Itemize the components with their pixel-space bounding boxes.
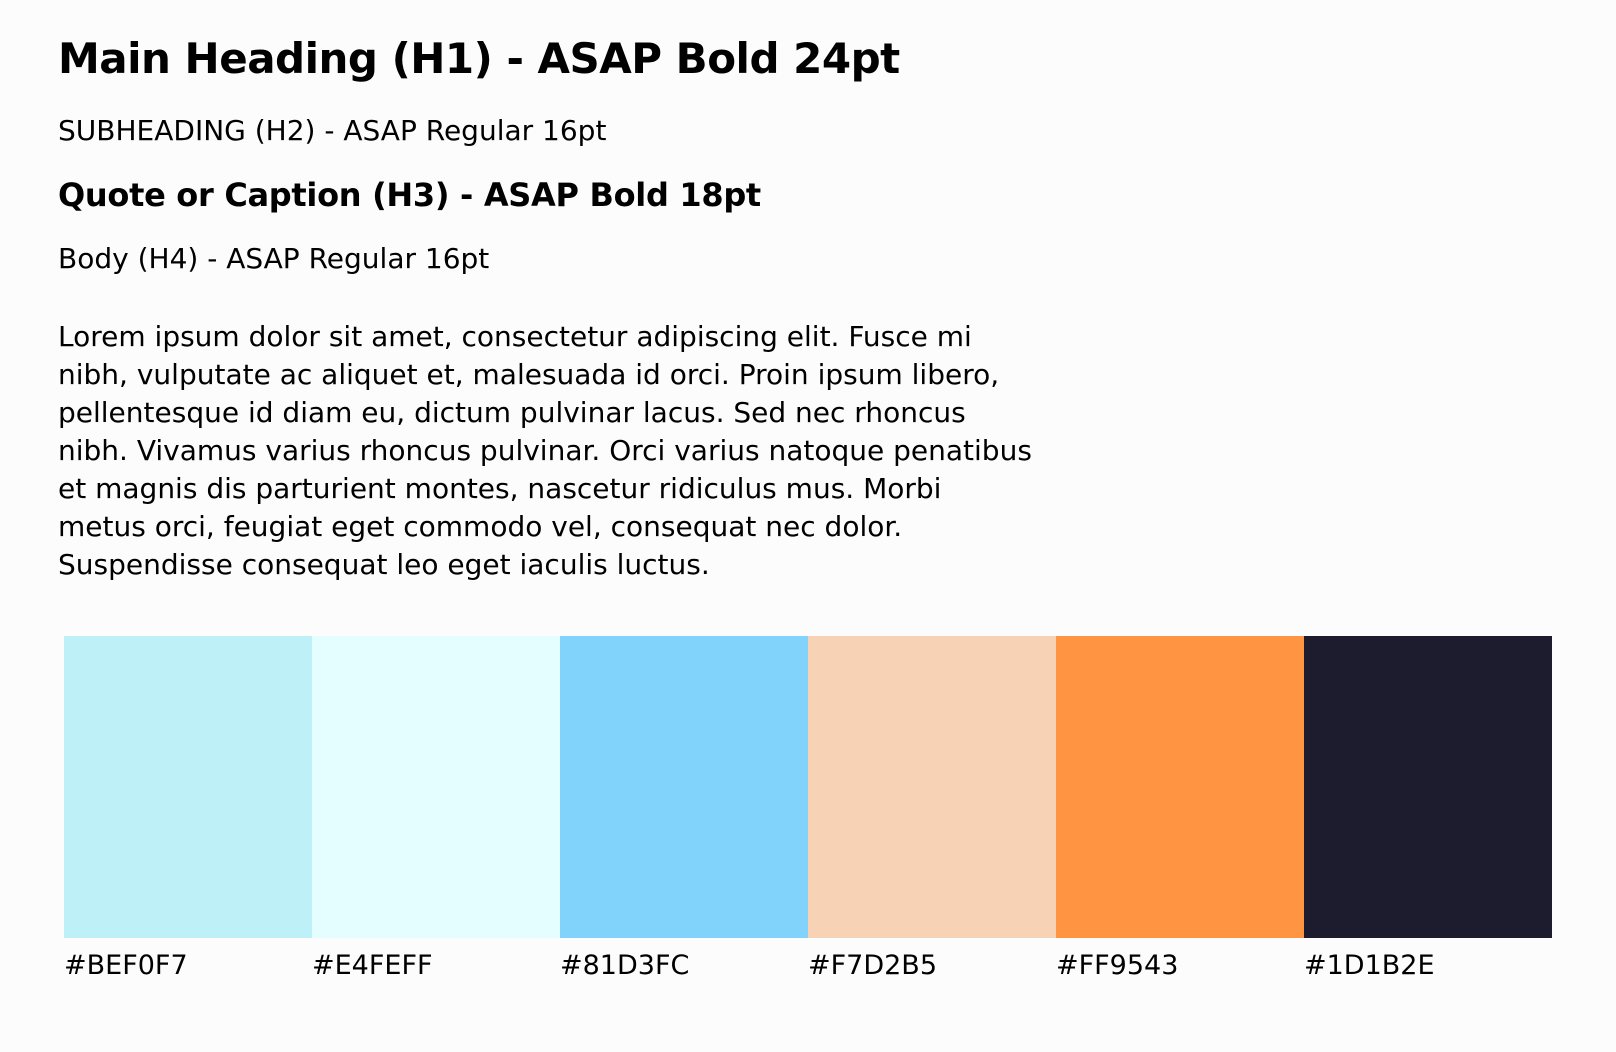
- color-label-3: #81D3FC: [560, 950, 690, 981]
- body-paragraph: Lorem ipsum dolor sit amet, consectetur …: [58, 320, 1032, 581]
- main-heading: Main Heading (H1) - ASAP Bold 24pt: [58, 34, 900, 83]
- color-swatch-6: [1304, 636, 1552, 938]
- color-palette: [64, 636, 1552, 938]
- color-swatch-5: [1056, 636, 1304, 938]
- color-swatch-2: [312, 636, 560, 938]
- color-label-6: #1D1B2E: [1304, 950, 1435, 981]
- color-swatch-3: [560, 636, 808, 938]
- color-labels: #BEF0F7 #E4FEFF #81D3FC #F7D2B5 #FF9543 …: [64, 950, 1552, 981]
- color-label-5: #FF9543: [1056, 950, 1179, 981]
- color-label-2: #E4FEFF: [312, 950, 433, 981]
- subheading: SUBHEADING (H2) - ASAP Regular 16pt: [58, 114, 607, 147]
- color-label-4: #F7D2B5: [808, 950, 938, 981]
- quote-caption-heading: Quote or Caption (H3) - ASAP Bold 18pt: [58, 176, 761, 214]
- color-swatch-1: [64, 636, 312, 938]
- body-heading: Body (H4) - ASAP Regular 16pt: [58, 242, 490, 275]
- color-label-1: #BEF0F7: [64, 950, 188, 981]
- color-swatch-4: [808, 636, 1056, 938]
